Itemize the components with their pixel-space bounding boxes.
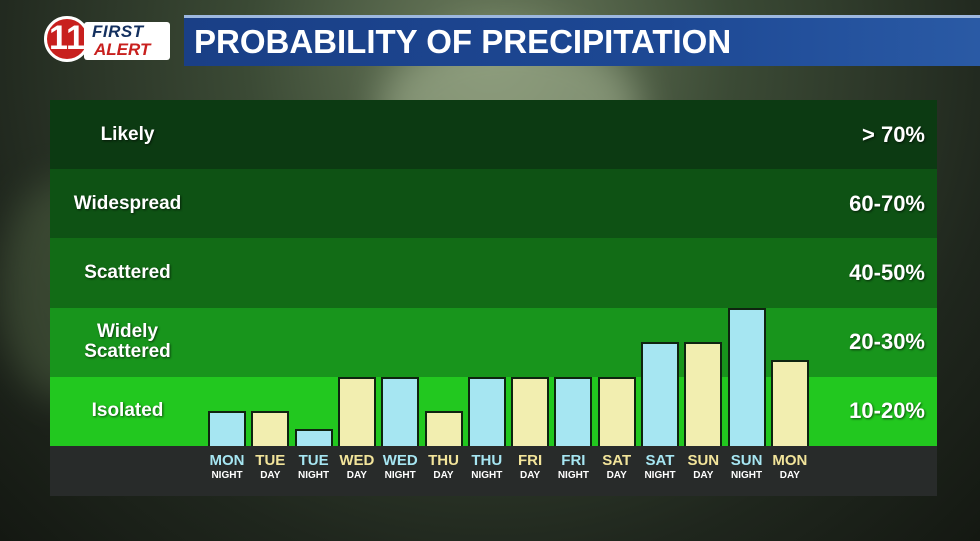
bar-sun-night — [727, 307, 766, 446]
band-scattered: Scattered 40-50% — [50, 238, 937, 308]
tick-period: NIGHT — [211, 470, 243, 481]
tick-period: NIGHT — [731, 470, 763, 481]
logo-badge — [44, 16, 90, 62]
x-tick-label: MON NIGHT — [205, 452, 249, 482]
band-range: 10-20% — [849, 398, 925, 424]
tick-day: TUE — [298, 452, 329, 469]
tick-period: DAY — [433, 470, 454, 481]
x-tick-label: FRI NIGHT — [551, 452, 595, 482]
band-label: Widely Scattered — [84, 321, 171, 363]
band-label: Scattered — [84, 261, 171, 283]
tick-period: DAY — [606, 470, 627, 481]
band-label: Isolated — [91, 400, 164, 422]
bar-wed-day — [337, 376, 376, 446]
logo-alert-text: ALERT — [94, 40, 151, 59]
band-range: 60-70% — [849, 190, 925, 216]
precipitation-chart: Likely > 70% Widespread 60-70% Scattered 40-5… — [50, 100, 937, 496]
station-logo: 11 FIRST ALERT — [44, 14, 174, 64]
tick-period: DAY — [693, 470, 714, 481]
bar-wed-night — [381, 376, 420, 446]
bar-mon-day — [770, 359, 809, 446]
logo-first-text: FIRST — [92, 22, 144, 41]
band-range: 40-50% — [849, 259, 925, 285]
x-tick-label: WED NIGHT — [378, 452, 422, 482]
bar-tue-night — [294, 428, 333, 446]
tick-day: TUE — [255, 452, 286, 469]
tick-period: NIGHT — [644, 470, 676, 481]
bar-fri-day — [511, 376, 550, 446]
band-label: Likely — [100, 123, 155, 145]
tick-day: SAT — [645, 452, 675, 469]
x-tick-label: SUN DAY — [681, 452, 725, 482]
tick-period: DAY — [779, 470, 800, 481]
tick-day: FRI — [561, 452, 586, 469]
tick-day: MON — [209, 452, 245, 469]
x-tick-label: TUE DAY — [248, 452, 292, 482]
plot-area — [200, 100, 820, 446]
x-tick-label: SAT DAY — [595, 452, 639, 482]
logo-plate — [84, 22, 170, 60]
title-bar: PROBABILITY OF PRECIPITATION — [184, 15, 980, 66]
bar-thu-day — [424, 411, 463, 446]
tick-day: FRI — [518, 452, 543, 469]
band-range: 20-30% — [849, 329, 925, 355]
x-tick-label: THU NIGHT — [465, 452, 509, 482]
tick-day: THU — [471, 452, 503, 469]
x-tick-label: FRI DAY — [508, 452, 552, 482]
x-tick-label: THU DAY — [422, 452, 466, 482]
x-axis-strip — [50, 446, 937, 496]
band-label: Widespread — [73, 192, 182, 214]
tick-day: SUN — [687, 452, 720, 469]
tick-period: DAY — [346, 470, 367, 481]
bar-thu-night — [467, 376, 506, 446]
tick-day: WED — [382, 452, 418, 469]
bar-sat-night — [641, 342, 679, 446]
tick-period: NIGHT — [298, 470, 330, 481]
band-widespread: Widespread 60-70% — [50, 169, 937, 239]
tick-period: NIGHT — [384, 470, 416, 481]
logo-number: 11 — [49, 19, 85, 57]
x-tick-label: WED DAY — [335, 452, 379, 482]
x-tick-label: MON DAY — [768, 452, 812, 482]
tick-day: THU — [428, 452, 459, 469]
tick-period: DAY — [519, 470, 541, 481]
x-tick-label: SAT NIGHT — [638, 452, 682, 482]
tick-day: SUN — [730, 452, 763, 469]
band-likely: Likely > 70% — [50, 100, 937, 170]
bar-fri-night — [554, 376, 593, 446]
bar-sun-day — [684, 342, 723, 446]
x-tick-label: TUE NIGHT — [292, 452, 336, 482]
bar-sat-day — [597, 376, 636, 446]
tick-period: NIGHT — [557, 470, 589, 481]
bar-mon-night — [208, 411, 246, 446]
tick-period: NIGHT — [471, 470, 503, 481]
tick-day: MON — [772, 452, 808, 469]
x-tick-label: SUN NIGHT — [725, 452, 769, 482]
bar-tue-day — [251, 411, 290, 446]
page-title: PROBABILITY OF PRECIPITATION — [194, 23, 732, 60]
band-range: > 70% — [862, 121, 925, 147]
tick-period: DAY — [260, 470, 281, 481]
tick-day: WED — [339, 452, 375, 469]
tick-day: SAT — [602, 452, 632, 469]
